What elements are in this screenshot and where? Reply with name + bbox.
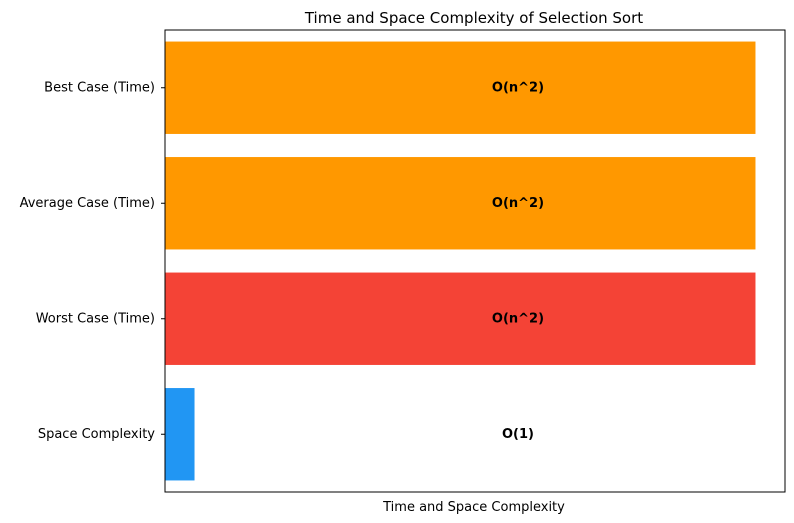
y-tick-labels: Best Case (Time) Average Case (Time) Worst…: [20, 80, 156, 442]
bar-1: [165, 157, 756, 250]
y-tick-label-2: Worst Case (Time): [36, 311, 155, 326]
data-label-1: O(n^2): [492, 196, 544, 211]
bars-group: [165, 41, 756, 481]
chart-title: Time and Space Complexity of Selection S…: [304, 9, 643, 27]
bar-2: [165, 272, 756, 365]
data-label-0: O(n^2): [492, 80, 544, 95]
data-labels: O(n^2) O(n^2) O(n^2) O(1): [492, 80, 544, 442]
bar-0: [165, 41, 756, 134]
data-label-3: O(1): [502, 427, 534, 442]
y-tick-label-3: Space Complexity: [38, 427, 155, 442]
x-axis-label: Time and Space Complexity: [382, 500, 565, 515]
y-tick-marks: [161, 87, 165, 435]
plot-area-frame: [164, 29, 786, 493]
data-label-2: O(n^2): [492, 311, 544, 326]
y-tick-label-1: Average Case (Time): [20, 196, 155, 211]
bar-3: [165, 388, 195, 481]
y-tick-label-0: Best Case (Time): [44, 80, 155, 95]
